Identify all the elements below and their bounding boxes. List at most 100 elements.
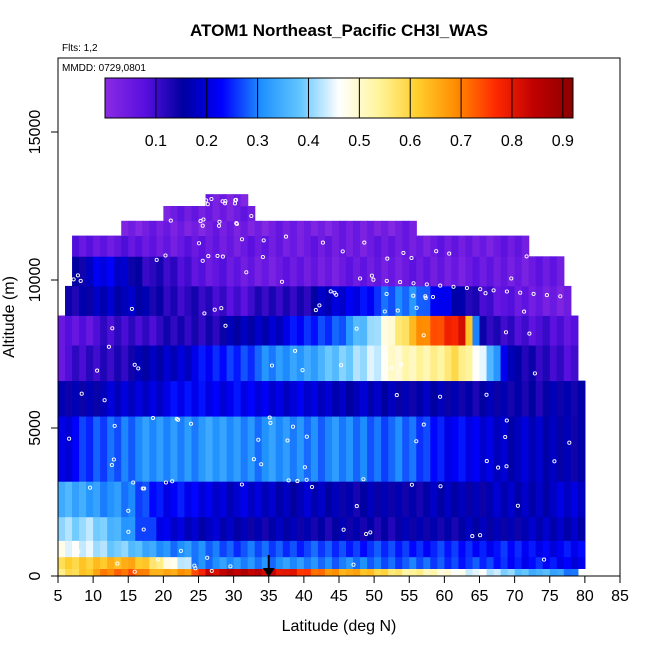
heatmap-cell — [212, 256, 221, 287]
heatmap-cell — [289, 235, 298, 257]
heatmap-cell — [268, 556, 277, 569]
heatmap-cell — [514, 516, 523, 541]
heatmap-cell — [72, 315, 80, 346]
latitude-marker-arrow — [262, 555, 275, 577]
heatmap-cell — [486, 416, 495, 482]
heatmap-cell — [381, 481, 389, 518]
heatmap-cell — [100, 285, 108, 316]
heatmap-cell — [465, 380, 474, 417]
heatmap-cell — [423, 481, 431, 518]
heatmap-cell — [212, 315, 221, 346]
sample-point — [223, 323, 228, 328]
heatmap-cell — [135, 220, 143, 236]
heatmap-cell — [170, 285, 179, 316]
heatmap-cell — [177, 481, 186, 518]
sample-point — [518, 290, 523, 295]
heatmap-cell — [93, 556, 101, 569]
heatmap-cell — [514, 568, 523, 577]
heatmap-cell — [310, 568, 319, 577]
heatmap-cell — [282, 235, 291, 257]
heatmap-cell — [233, 481, 242, 518]
sample-point — [382, 309, 387, 314]
heatmap-cell — [549, 285, 558, 316]
heatmap-cell — [409, 516, 417, 541]
heatmap-cell — [465, 416, 474, 482]
heatmap-cell — [331, 556, 340, 569]
heatmap-cell — [135, 256, 143, 287]
heatmap-cell — [360, 568, 368, 577]
heatmap-cell — [374, 380, 382, 417]
sample-point — [239, 237, 245, 242]
heatmap-cell — [114, 256, 122, 287]
heatmap-cell — [367, 380, 375, 417]
sample-point — [338, 363, 344, 368]
heatmap-cell — [437, 481, 445, 518]
heatmap-cell — [268, 220, 277, 236]
heatmap-cell — [303, 556, 312, 569]
heatmap-cell — [219, 568, 228, 577]
heatmap-cell — [479, 481, 488, 518]
heatmap-cell — [303, 285, 312, 316]
heatmap-cell — [191, 540, 200, 558]
heatmap-cell — [86, 345, 94, 382]
sample-point — [438, 394, 443, 399]
heatmap-cell — [507, 256, 516, 287]
heatmap-cell — [198, 285, 207, 316]
heatmap-cell — [388, 568, 396, 577]
sample-point — [567, 440, 572, 445]
sample-point — [141, 527, 146, 532]
heatmap-cell — [423, 285, 431, 316]
heatmap-cell — [402, 568, 410, 577]
heatmap-cell — [310, 556, 319, 569]
heatmap-cell — [254, 235, 263, 257]
heatmap-cell — [514, 540, 523, 558]
heatmap-cell — [528, 416, 537, 482]
x-tick-label: 75 — [541, 588, 559, 605]
sample-point — [111, 457, 116, 462]
heatmap-cell — [205, 380, 214, 417]
heatmap-cell — [416, 540, 424, 558]
sample-point — [434, 249, 439, 254]
heatmap-cell — [135, 380, 143, 417]
heatmap-cell — [310, 315, 319, 346]
heatmap-cell — [100, 345, 108, 382]
heatmap-cell — [528, 516, 537, 541]
heatmap-cell — [556, 416, 565, 482]
heatmap-cell — [310, 256, 319, 287]
heatmap-cell — [296, 556, 305, 569]
heatmap-cell — [521, 315, 530, 346]
heatmap-cell — [128, 416, 136, 482]
heatmap-cell — [184, 345, 193, 382]
heatmap-cell — [163, 220, 172, 236]
heatmap-cell — [409, 568, 417, 577]
heatmap-cell — [339, 220, 347, 236]
heatmap-cell — [360, 380, 368, 417]
heatmap-cell — [514, 380, 523, 417]
sample-point — [532, 371, 537, 376]
heatmap-cell — [226, 235, 235, 257]
heatmap-cell — [212, 194, 221, 207]
heatmap-cell — [374, 540, 382, 558]
heatmap-cell — [268, 315, 277, 346]
heatmap-cell — [149, 256, 157, 287]
heatmap-cell — [563, 516, 572, 541]
heatmap-cell — [423, 540, 431, 558]
heatmap-cell — [149, 285, 157, 316]
heatmap-cell — [282, 315, 291, 346]
heatmap-cell — [177, 220, 186, 236]
sample-point — [201, 217, 206, 222]
sample-point — [478, 533, 483, 538]
heatmap-cell — [212, 568, 221, 577]
heatmap-cell — [177, 556, 186, 569]
heatmap-cell — [500, 256, 509, 287]
heatmap-cell — [198, 206, 207, 222]
heatmap-cell — [346, 380, 354, 417]
heatmap-cell — [212, 556, 221, 569]
heatmap-cell — [465, 556, 474, 569]
heatmap-cell — [163, 540, 172, 558]
heatmap-cell — [86, 285, 94, 316]
heatmap-cell — [486, 481, 495, 518]
marker-arrow-head — [262, 568, 275, 577]
heatmap-cell — [149, 235, 157, 257]
heatmap-cell — [570, 345, 579, 382]
